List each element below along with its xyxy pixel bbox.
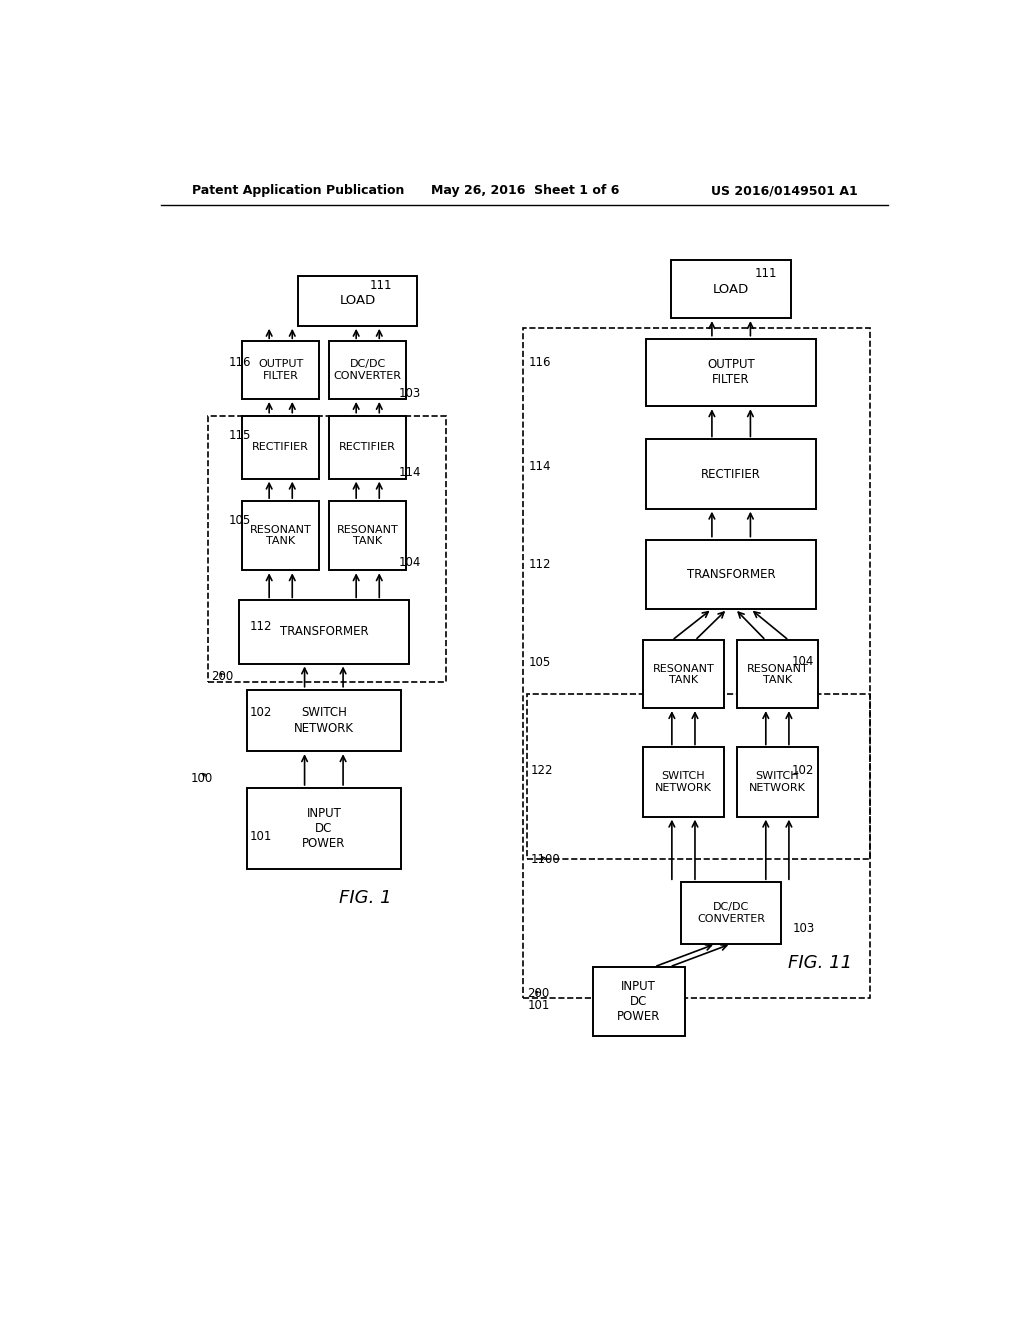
Bar bbox=[737, 640, 818, 708]
Text: SWITCH
NETWORK: SWITCH NETWORK bbox=[655, 771, 712, 793]
Text: 200: 200 bbox=[527, 987, 549, 1001]
Text: 105: 105 bbox=[228, 513, 251, 527]
Text: 101: 101 bbox=[528, 999, 550, 1012]
Bar bbox=[737, 747, 818, 817]
Bar bbox=[243, 416, 319, 479]
Text: 101: 101 bbox=[250, 829, 272, 842]
Text: 100: 100 bbox=[190, 772, 213, 785]
Text: TRANSFORMER: TRANSFORMER bbox=[280, 626, 369, 639]
Text: SWITCH
NETWORK: SWITCH NETWORK bbox=[294, 706, 354, 734]
Text: 116: 116 bbox=[228, 356, 251, 370]
Text: 103: 103 bbox=[793, 921, 815, 935]
Text: 104: 104 bbox=[792, 655, 814, 668]
Text: 115: 115 bbox=[228, 429, 251, 442]
Bar bbox=[240, 601, 409, 664]
Text: 104: 104 bbox=[398, 556, 421, 569]
Text: 122: 122 bbox=[531, 764, 553, 777]
Text: RECTIFIER: RECTIFIER bbox=[252, 442, 309, 453]
Bar bbox=[646, 540, 816, 609]
Text: INPUT
DC
POWER: INPUT DC POWER bbox=[302, 807, 345, 850]
Text: SWITCH
NETWORK: SWITCH NETWORK bbox=[749, 771, 806, 793]
Bar bbox=[523, 327, 869, 998]
Text: RECTIFIER: RECTIFIER bbox=[701, 467, 761, 480]
Text: 112: 112 bbox=[250, 620, 272, 634]
Bar bbox=[643, 747, 724, 817]
Text: RECTIFIER: RECTIFIER bbox=[339, 442, 396, 453]
Text: RESONANT
TANK: RESONANT TANK bbox=[337, 525, 398, 546]
Bar bbox=[298, 276, 418, 326]
Text: 102: 102 bbox=[792, 764, 814, 777]
Bar bbox=[593, 966, 685, 1036]
Text: FIG. 1: FIG. 1 bbox=[339, 888, 392, 907]
Text: US 2016/0149501 A1: US 2016/0149501 A1 bbox=[711, 185, 857, 197]
Text: 111: 111 bbox=[755, 268, 777, 280]
Bar bbox=[672, 260, 791, 318]
Text: LOAD: LOAD bbox=[340, 294, 376, 308]
Bar bbox=[247, 788, 400, 869]
Bar bbox=[646, 440, 816, 508]
Bar bbox=[330, 342, 407, 399]
Bar bbox=[681, 882, 781, 944]
Text: DC/DC
CONVERTER: DC/DC CONVERTER bbox=[697, 902, 765, 924]
Text: 114: 114 bbox=[398, 466, 421, 479]
Text: INPUT
DC
POWER: INPUT DC POWER bbox=[617, 979, 660, 1023]
Text: 116: 116 bbox=[528, 356, 551, 370]
Bar bbox=[243, 502, 319, 570]
Text: 102: 102 bbox=[250, 706, 272, 719]
Bar bbox=[330, 416, 407, 479]
Bar bbox=[330, 502, 407, 570]
Text: 1100: 1100 bbox=[531, 853, 561, 866]
Text: OUTPUT
FILTER: OUTPUT FILTER bbox=[708, 359, 755, 387]
Text: Patent Application Publication: Patent Application Publication bbox=[193, 185, 404, 197]
Text: 112: 112 bbox=[528, 558, 551, 572]
Text: May 26, 2016  Sheet 1 of 6: May 26, 2016 Sheet 1 of 6 bbox=[431, 185, 618, 197]
Text: OUTPUT
FILTER: OUTPUT FILTER bbox=[258, 359, 303, 381]
Bar bbox=[243, 342, 319, 399]
Text: RESONANT
TANK: RESONANT TANK bbox=[746, 664, 808, 685]
Bar bbox=[646, 339, 816, 407]
Text: FIG. 11: FIG. 11 bbox=[787, 954, 852, 972]
Bar bbox=[527, 693, 869, 859]
Text: 114: 114 bbox=[528, 459, 551, 473]
Text: DC/DC
CONVERTER: DC/DC CONVERTER bbox=[334, 359, 401, 381]
Bar bbox=[247, 689, 400, 751]
Bar bbox=[643, 640, 724, 708]
Text: 200: 200 bbox=[211, 671, 233, 684]
Text: RESONANT
TANK: RESONANT TANK bbox=[250, 525, 311, 546]
Text: 103: 103 bbox=[398, 387, 421, 400]
Text: RESONANT
TANK: RESONANT TANK bbox=[652, 664, 715, 685]
Text: 105: 105 bbox=[528, 656, 551, 669]
Text: LOAD: LOAD bbox=[713, 282, 750, 296]
Text: 111: 111 bbox=[370, 279, 392, 292]
Text: TRANSFORMER: TRANSFORMER bbox=[687, 568, 775, 581]
Bar bbox=[208, 416, 446, 682]
